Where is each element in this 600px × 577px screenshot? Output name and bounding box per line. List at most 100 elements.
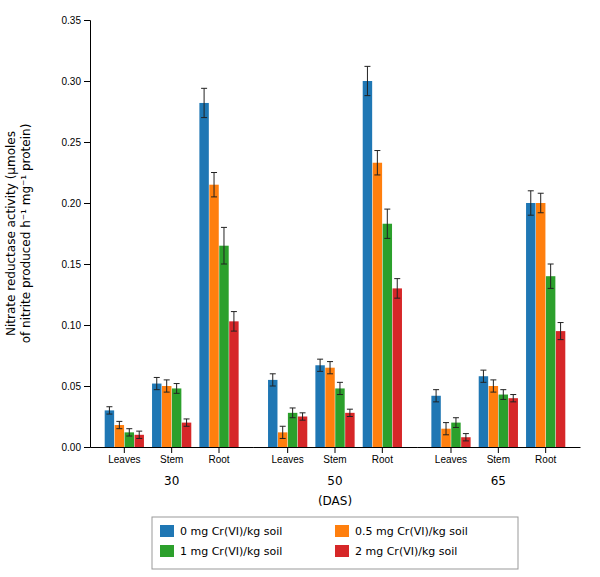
y-tick: 0.30: [62, 76, 90, 87]
y-tick: 0.10: [62, 320, 90, 331]
y-tick-mark: [84, 142, 90, 143]
y-tick-mark: [84, 386, 90, 387]
bar: [509, 398, 518, 447]
error-bar: [231, 312, 237, 332]
error-bar: [433, 390, 439, 402]
error-bar: [136, 431, 142, 438]
error-bar: [126, 429, 132, 436]
error-bar: [453, 418, 459, 428]
y-tick-mark: [84, 81, 90, 82]
error-bar: [548, 264, 554, 288]
error-bar: [211, 173, 217, 197]
x-tick-label: Leaves: [435, 454, 467, 465]
error-bar: [347, 409, 353, 416]
legend-swatch: [160, 545, 174, 557]
bar: [162, 386, 171, 447]
plot: 0.000.050.100.150.200.250.300.35LeavesSt…: [4, 15, 581, 569]
x-tick-label: Leaves: [272, 454, 304, 465]
y-tick-label: 0.15: [62, 259, 82, 270]
x-tick-label: Leaves: [108, 454, 140, 465]
x-tick-mark: [287, 447, 288, 453]
error-bar: [500, 390, 506, 400]
legend-swatch: [335, 525, 349, 537]
y-tick-label: 0.30: [62, 76, 82, 87]
y-axis: 0.000.050.100.150.200.250.300.35: [62, 15, 91, 453]
bar: [105, 410, 114, 447]
bar: [546, 276, 555, 447]
y-tick-mark: [84, 325, 90, 326]
bar: [315, 365, 324, 447]
y-tick: 0.35: [62, 15, 90, 26]
group-label: 30: [164, 474, 179, 488]
x-tick-mark: [219, 447, 220, 453]
error-bar: [300, 413, 306, 420]
error-bar: [463, 434, 469, 441]
y-tick: 0.15: [62, 259, 90, 270]
bar: [383, 224, 392, 447]
y-tick-label: 0.00: [62, 442, 82, 453]
legend-item: 0.5 mg Cr(VI)/kg soil: [335, 525, 468, 538]
x-axis: Leaves Stem Root: [254, 447, 417, 465]
group-label: 65: [491, 474, 506, 488]
error-bar: [538, 193, 544, 213]
error-bar: [317, 359, 323, 371]
bar-series: [115, 151, 546, 447]
y-tick: 0.05: [62, 381, 90, 392]
bar: [556, 331, 565, 447]
y-tick-label: 0.10: [62, 320, 82, 331]
bar: [393, 288, 402, 447]
legend-label: 2 mg Cr(VI)/kg soil: [355, 545, 457, 558]
x-tick-mark: [498, 447, 499, 453]
error-bar: [327, 362, 333, 374]
y-tick-label: 0.05: [62, 381, 82, 392]
y-tick: 0.00: [62, 442, 90, 453]
chart: 0.000.050.100.150.200.250.300.35LeavesSt…: [0, 0, 600, 577]
x-tick: Root: [535, 447, 556, 465]
error-bar: [510, 395, 516, 402]
error-bar: [116, 421, 122, 428]
error-bar: [174, 384, 180, 394]
y-tick: 0.25: [62, 137, 90, 148]
bar-series: [125, 209, 556, 447]
legend-swatch: [160, 525, 174, 537]
error-bar: [384, 209, 390, 238]
x-tick: Root: [372, 447, 393, 465]
error-bar: [201, 88, 207, 117]
x-tick: Stem: [160, 447, 183, 465]
y-tick-mark: [84, 20, 90, 21]
error-bar: [337, 382, 343, 394]
x-tick-mark: [124, 447, 125, 453]
x-tick-mark: [382, 447, 383, 453]
bar: [152, 384, 161, 447]
bar-series: [135, 279, 566, 447]
x-tick-label: Stem: [160, 454, 183, 465]
x-tick-mark: [171, 447, 172, 453]
error-bar: [443, 423, 449, 435]
y-tick-mark: [84, 203, 90, 204]
error-bar: [490, 380, 496, 392]
bar-series: [105, 66, 536, 447]
bar: [335, 388, 344, 447]
bar: [298, 417, 307, 448]
bar: [219, 246, 228, 447]
y-tick-label: 0.35: [62, 15, 82, 26]
x-tick-label: Root: [372, 454, 393, 465]
error-bar: [154, 377, 160, 389]
error-bar: [480, 370, 486, 382]
x-axis: Leaves Stem Root: [417, 447, 580, 465]
x-tick: Stem: [323, 447, 346, 465]
x-tick: Stem: [487, 447, 510, 465]
bar: [373, 163, 382, 447]
bar: [431, 396, 440, 447]
x-tick-label: Root: [535, 454, 556, 465]
x-tick-label: Stem: [487, 454, 510, 465]
error-bar: [558, 323, 564, 340]
error-bar: [374, 151, 380, 175]
bar: [172, 388, 181, 447]
x-axis: LeavesStemRoot: [91, 447, 254, 465]
bar: [363, 81, 372, 447]
error-bar: [528, 191, 534, 215]
legend-label: 0 mg Cr(VI)/kg soil: [180, 525, 282, 538]
bar: [489, 386, 498, 447]
error-bar: [394, 279, 400, 299]
